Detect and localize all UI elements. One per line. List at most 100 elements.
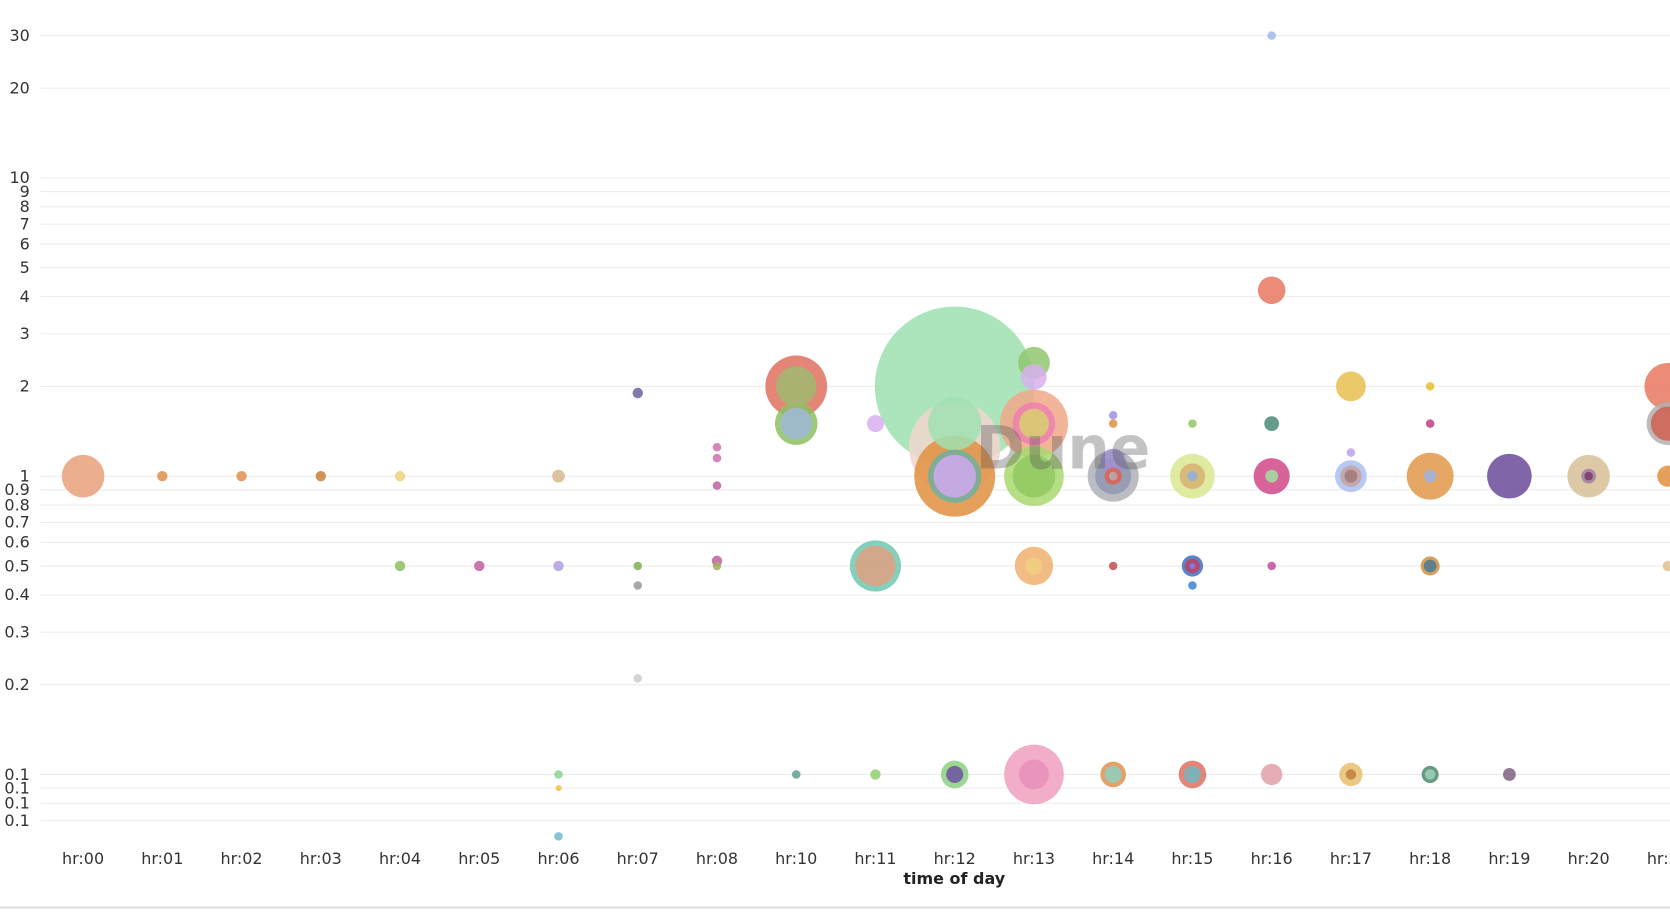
bubble-point[interactable] (555, 785, 562, 792)
x-tick-label: hr:03 (300, 849, 342, 868)
y-tick-label: 1 (20, 466, 30, 485)
y-tick-label: 7 (20, 214, 30, 233)
y-tick-label: 10 (9, 168, 29, 187)
bubble-point[interactable] (928, 397, 982, 451)
x-axis: hr:00 hr:01 hr:02 hr:03 hr:04 hr:05 hr:06 hr:07… (62, 849, 1670, 868)
bubble-point[interactable] (1650, 406, 1670, 441)
bubble-point[interactable] (1267, 31, 1276, 40)
bubble-point[interactable] (1662, 560, 1670, 572)
bubble-point[interactable] (394, 560, 406, 572)
bubble-point[interactable] (315, 470, 327, 482)
bubble-point[interactable] (1345, 769, 1357, 780)
bubble-point[interactable] (1021, 364, 1047, 390)
y-tick-label: 0.3 (4, 622, 29, 641)
x-tick-label: hr:05 (458, 849, 500, 868)
x-tick-label: hr:01 (141, 849, 183, 868)
y-tick-label: 4 (20, 287, 30, 306)
bubble-point[interactable] (1265, 469, 1279, 483)
x-tick-label: hr:21 (1647, 849, 1670, 868)
bubble-point[interactable] (236, 470, 247, 482)
bubble-point[interactable] (1187, 470, 1198, 482)
bubble-point[interactable] (1100, 448, 1126, 475)
x-axis-title: time of day (903, 869, 1005, 888)
x-tick-label: hr:07 (617, 849, 659, 868)
y-tick-label: 30 (9, 26, 29, 45)
y-tick-label: 6 (20, 234, 30, 253)
bubble-point[interactable] (1104, 765, 1122, 783)
y-tick-label: 0.6 (4, 533, 29, 552)
x-tick-label: hr:06 (537, 849, 579, 868)
x-tick-label: hr:20 (1568, 849, 1610, 868)
bubble-point[interactable] (780, 407, 813, 440)
y-tick-label: 20 (9, 78, 29, 97)
bubble-point[interactable] (870, 769, 881, 780)
bubble-point[interactable] (866, 415, 884, 433)
bubble-point[interactable] (1344, 469, 1358, 483)
bubbles (61, 31, 1670, 841)
y-tick-label: 0.5 (4, 556, 29, 575)
y-tick-label: 0.2 (4, 675, 29, 694)
bubble-point[interactable] (1657, 465, 1670, 487)
bubble-point[interactable] (712, 453, 722, 463)
bubble-point[interactable] (1188, 419, 1197, 428)
bubble-point[interactable] (712, 443, 722, 452)
bubble-point[interactable] (1019, 408, 1049, 439)
bubble-point[interactable] (946, 765, 964, 783)
x-tick-label: hr:04 (379, 849, 421, 868)
bubble-point[interactable] (1487, 453, 1532, 499)
x-tick-label: hr:12 (934, 849, 976, 868)
bubble-point[interactable] (1424, 769, 1436, 780)
bubble-point[interactable] (1189, 562, 1196, 569)
bubble-point[interactable] (554, 770, 563, 779)
bubble-point[interactable] (1019, 759, 1049, 790)
bubble-point[interactable] (933, 454, 977, 498)
bubble-point[interactable] (1267, 561, 1276, 571)
x-tick-label: hr:08 (696, 849, 738, 868)
bubble-point[interactable] (791, 770, 801, 779)
bubble-point[interactable] (855, 545, 896, 587)
bubble-point[interactable] (1188, 581, 1197, 590)
bubble-point[interactable] (61, 454, 105, 498)
bubble-point[interactable] (157, 470, 168, 482)
bubble-point[interactable] (712, 561, 722, 571)
bubble-point[interactable] (1261, 763, 1283, 786)
bubble-point[interactable] (776, 366, 817, 407)
bubble-point[interactable] (1425, 419, 1435, 428)
bubble-point[interactable] (1336, 371, 1366, 402)
bubble-point[interactable] (552, 469, 565, 483)
bubble-point[interactable] (1108, 561, 1118, 571)
y-tick-label: 9 (20, 182, 30, 201)
bubble-point[interactable] (474, 560, 485, 572)
bubble-point[interactable] (1346, 448, 1356, 457)
bubble-point[interactable] (633, 674, 643, 683)
bubble-point[interactable] (1584, 471, 1593, 481)
bubble-point[interactable] (1644, 362, 1670, 410)
bubble-point[interactable] (712, 481, 722, 490)
bubble-point[interactable] (1183, 765, 1201, 783)
y-tick-label: 5 (20, 258, 30, 277)
bubble-point[interactable] (633, 581, 643, 590)
bubble-point[interactable] (1423, 469, 1437, 483)
x-tick-label: hr:10 (775, 849, 817, 868)
bubble-point[interactable] (1257, 276, 1286, 305)
y-tick-label: 8 (20, 197, 30, 216)
y-tick-label: 0.1 (4, 765, 29, 784)
y-tick-label: 0.1 (4, 811, 29, 830)
bubble-point[interactable] (1108, 419, 1118, 428)
bubble-point[interactable] (553, 560, 564, 572)
bubble-point[interactable] (1264, 416, 1280, 432)
bubble-point[interactable] (554, 832, 563, 841)
bubble-point[interactable] (633, 561, 643, 571)
bubble-point[interactable] (1423, 559, 1437, 573)
y-tick-label: 0.4 (4, 585, 29, 604)
bubble-point[interactable] (1108, 471, 1118, 481)
x-tick-label: hr:16 (1251, 849, 1293, 868)
bubble-point[interactable] (632, 387, 643, 399)
bubble-point[interactable] (1108, 411, 1118, 420)
bubble-point[interactable] (1503, 768, 1516, 781)
bubble-point[interactable] (394, 470, 406, 482)
bubble-point[interactable] (1025, 557, 1043, 575)
bubble-point[interactable] (1012, 454, 1056, 498)
bubble-point[interactable] (1425, 382, 1435, 391)
